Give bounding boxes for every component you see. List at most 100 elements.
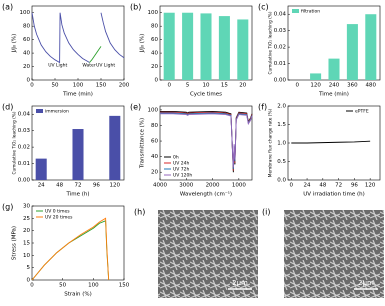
x-tick-label: 0 [167, 83, 171, 89]
y-tick-label: 0 [155, 78, 159, 84]
bar [163, 12, 175, 81]
legend-swatch [292, 9, 299, 13]
x-tick-label: 96 [351, 183, 358, 189]
y-tick-label: 0.00 [274, 78, 287, 84]
y-tick-label: 100 [148, 10, 159, 16]
y-axis-label: J/J₀ (%) [12, 34, 18, 54]
x-tick-label: 5 [186, 83, 190, 89]
x-tick-label: 72 [335, 183, 342, 189]
panel-label: (h) [134, 208, 145, 217]
y-tick-label: 80 [151, 123, 158, 129]
x-tick-label: 20 [239, 83, 246, 89]
x-tick-label: 24 [38, 183, 45, 189]
x-tick-label: 0 [30, 83, 34, 89]
y-tick-label: 80 [23, 24, 30, 30]
y-tick-label: 0.04 [18, 112, 31, 118]
legend-label: UV 20 times [45, 215, 73, 221]
panel-label: (i) [262, 208, 270, 217]
legend-label: ePTFE [355, 109, 369, 115]
y-tick-label: 0.02 [18, 145, 30, 151]
line [100, 12, 125, 59]
x-tick-label: 480 [366, 83, 377, 89]
y-tick-label: 1.0 [277, 141, 286, 147]
x-tick-label: 120 [310, 83, 321, 89]
x-tick-label: 150 [119, 283, 130, 289]
y-tick-label: 0.02 [274, 45, 286, 51]
y-tick-label: 60 [151, 37, 158, 43]
y-tick-label: 0 [27, 278, 31, 284]
panel-label: (f) [258, 103, 267, 112]
x-axis-label: Strain (%) [64, 292, 92, 298]
sem-image [284, 210, 384, 298]
y-tick-label: 0.04 [274, 12, 287, 18]
y-tick-label: 40 [151, 154, 158, 160]
annotation: UV Light [48, 63, 67, 69]
y-tick-label: 2.0 [277, 104, 286, 110]
x-tick-label: 15 [221, 83, 228, 89]
bar [365, 14, 377, 81]
x-tick-label: 0 [295, 83, 299, 89]
line [31, 12, 90, 64]
y-tick-label: 0.01 [274, 61, 286, 67]
y-tick-label: 15 [23, 241, 30, 247]
bar [72, 129, 84, 180]
x-tick-label: 150 [96, 83, 107, 89]
y-axis-label: Membrane flux change rate (%) [268, 108, 274, 177]
y-tick-label: 10 [23, 253, 30, 259]
y-tick-label: 100 [148, 107, 159, 113]
y-tick-label: 40 [23, 51, 30, 57]
line [31, 217, 110, 281]
bar [35, 158, 47, 180]
legend-label: filtration [301, 9, 320, 15]
y-tick-label: 0.0 [277, 178, 286, 184]
panel-label: (c) [258, 3, 269, 12]
image-i: (i) 2μm [262, 208, 384, 298]
x-tick-label: 96 [93, 183, 100, 189]
image-h: (h) 2μm [134, 208, 258, 298]
legend-label: UV 72h [173, 167, 190, 173]
x-axis-label: Time (min) [62, 92, 93, 98]
bar [182, 12, 194, 81]
y-tick-label: 20 [151, 64, 158, 70]
bar [237, 19, 249, 81]
y-tick-label: 0.03 [18, 128, 31, 134]
y-tick-label: 60 [23, 37, 30, 43]
bar [310, 73, 322, 80]
legend-swatch [36, 109, 43, 113]
y-tick-label: 80 [151, 24, 158, 30]
x-tick-label: 2000 [206, 183, 220, 189]
y-tick-label: 40 [151, 51, 158, 57]
x-tick-label: 48 [56, 183, 63, 189]
bar [109, 115, 121, 180]
line [89, 46, 102, 63]
y-tick-label: 20 [23, 228, 30, 234]
x-tick-label: 72 [75, 183, 82, 189]
y-tick-label: 60 [151, 139, 158, 145]
y-tick-label: 0.03 [274, 28, 287, 34]
bar [346, 24, 358, 80]
x-tick-label: 50 [59, 283, 66, 289]
legend-label: UV 24h [173, 161, 190, 167]
x-tick-label: 0 [290, 183, 294, 189]
x-tick-label: 120 [110, 183, 121, 189]
bar [218, 16, 230, 80]
x-tick-label: 50 [52, 83, 59, 89]
scale-bar-label: 2μm [232, 279, 248, 287]
y-axis-label: J/J₀ (%) [140, 34, 146, 54]
x-tick-label: 100 [73, 83, 84, 89]
y-axis-label: Cumulative TiO₂ leaching (%) [12, 111, 18, 174]
line [31, 220, 110, 281]
legend-label: 0h [173, 155, 179, 161]
y-tick-label: 0.5 [277, 159, 286, 165]
x-axis-label: Time (min) [318, 92, 349, 98]
x-tick-label: 240 [329, 83, 340, 89]
y-tick-label: 100 [20, 10, 31, 16]
x-tick-label: 10 [203, 83, 210, 89]
panel-label: (g) [2, 203, 13, 212]
y-axis-label: Transmittance (%) [140, 118, 146, 169]
panel-label: (b) [130, 3, 141, 12]
x-tick-label: 1000 [232, 183, 246, 189]
bar [328, 58, 340, 80]
y-axis-label: Cumulative TiO₂ leaching (%) [268, 11, 274, 74]
